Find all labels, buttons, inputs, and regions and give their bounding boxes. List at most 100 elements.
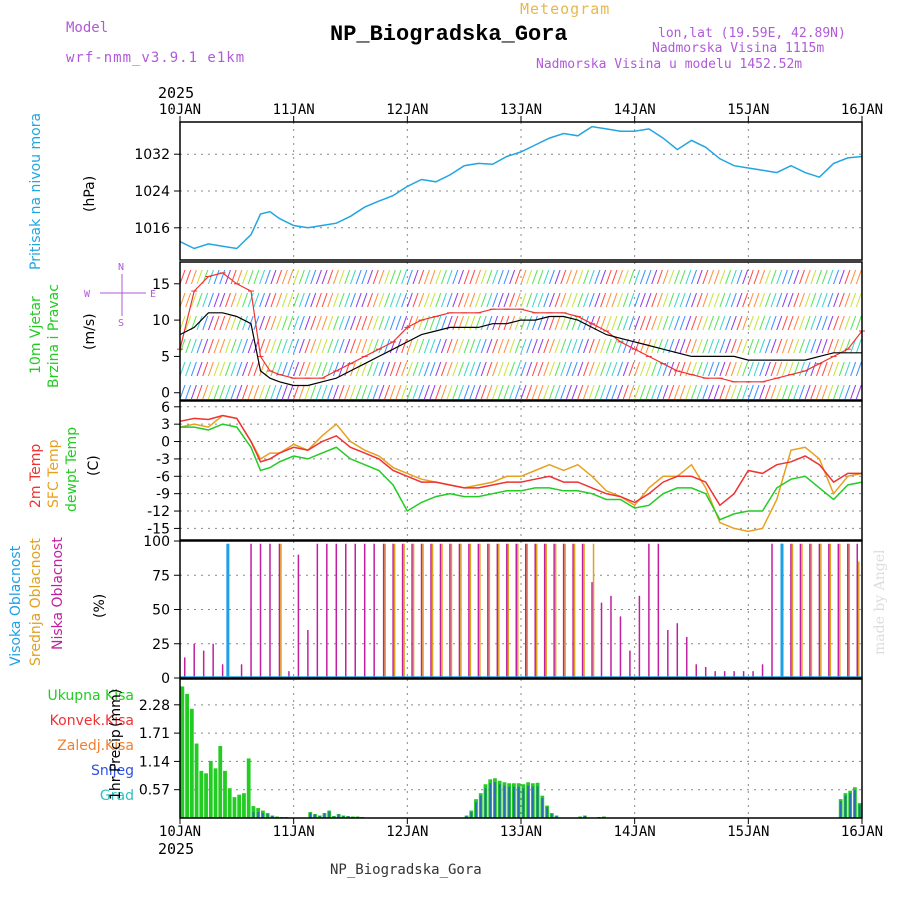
precip-ylabel: 1hr Precip [108,729,124,800]
wind-barb [651,315,658,331]
wind-barb [304,315,311,331]
dewpoint-line [180,423,863,521]
wind-barb [770,338,777,354]
wind-barb [503,315,510,331]
wind-barb [827,292,834,308]
wind-barb [349,292,357,308]
wind-barb [492,384,499,400]
precip-total-bar [180,686,185,818]
wind-barb [696,292,703,308]
wind-barb [452,384,459,400]
wind-barb [293,315,300,331]
wind-barb [600,269,607,285]
wind-barb [781,315,788,331]
wind-barb [492,361,499,377]
wind-barb [685,384,692,400]
wind-barb [736,384,743,400]
wind-barb [287,292,294,308]
wind-barb [804,338,811,354]
wind-barb [412,338,419,354]
wind-barb [656,384,663,400]
wind-barb [497,269,504,285]
wind-barb [332,361,339,377]
wind-barb [196,315,203,331]
temp-ytick-label: -9 [156,487,170,503]
top-xtick-label: 10JAN [159,102,201,118]
wind-barb [480,338,487,354]
wind-barb [412,361,419,377]
wind-barb [395,269,402,285]
precip-snow-bar [470,812,473,818]
wind-barb [287,384,294,400]
wind-barb [656,338,663,354]
wind-barb [838,269,845,285]
wind-barb [645,384,652,400]
wind-barb [531,292,538,308]
wind-barb [560,361,567,377]
wind-barb [850,315,857,331]
wind-barb [719,315,726,331]
wind-barb [673,361,680,377]
wind-barb [713,338,720,354]
wind-barb [230,292,237,308]
wind-barb [639,269,646,285]
wind-barb [725,269,732,285]
wind-barb [776,338,783,354]
wind-barb [497,338,504,354]
wind-barb [582,384,590,400]
legend-snow: Snijeg [90,763,134,779]
wind-barb [338,384,345,400]
wind-barb [287,269,294,285]
wind-barb [810,315,817,331]
wind-barb [327,338,334,354]
precip-unit: (mm) [108,688,124,727]
wind-barb [492,292,499,308]
wind-barb [344,384,351,400]
wind-barb [423,384,430,400]
wind-barb [747,315,754,331]
wind-barb [855,269,862,285]
wind-barb [492,315,499,331]
wind-barb [384,292,391,308]
wind-barb [611,269,618,285]
wind-barb [781,361,788,377]
wind-barb [577,338,584,354]
wind-barb [770,361,777,377]
wind-barb [798,315,806,331]
precip-snow-bar [583,816,586,818]
wind-barb [543,292,550,308]
wind-barb [457,269,465,285]
sfc-label: SFC Temp [46,439,62,508]
wind-barb [429,315,436,331]
wind-barb [719,361,726,377]
wind-barb [185,315,192,331]
wind-barb [509,361,516,377]
wind-barb [838,315,845,331]
wind-barb [327,384,334,400]
wind-barb [315,292,322,308]
wind-barb [327,292,334,308]
wind-barb [179,315,186,331]
wind-barb [372,315,379,331]
wind-gust-line [179,272,863,383]
wind-barb [798,361,806,377]
wind-barb [617,361,624,377]
wind-barb [304,269,311,285]
precip-ytick-label: 0.57 [139,783,170,799]
wind-barb [554,361,561,377]
panel-frame [179,540,863,679]
wind-barb [298,315,305,331]
temp-ytick-label: -6 [156,469,170,485]
wind-barb [514,384,521,400]
wind-barb [611,384,618,400]
wind-barb [554,269,561,285]
wind-barb [577,269,584,285]
wind-barb [241,269,249,285]
wind-barb [742,315,749,331]
wind-barb [355,292,362,308]
wind-barb [492,269,499,285]
wind-barb [480,361,487,377]
wind-barb [702,384,709,400]
wind-barb [611,315,618,331]
wind-barb [827,269,834,285]
